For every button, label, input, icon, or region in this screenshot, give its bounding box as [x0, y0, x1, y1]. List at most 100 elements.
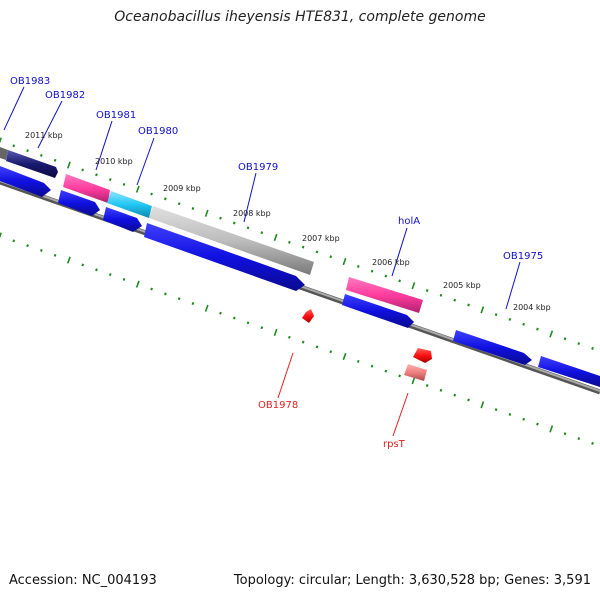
gene-label-hola[interactable]: holA	[398, 216, 420, 227]
label-leaders	[3, 86, 521, 437]
gene-ob1975-arrow[interactable]	[538, 356, 600, 387]
kbp-label-2006: 2006 kbp	[372, 258, 410, 267]
gene-label-ob1982[interactable]: OB1982	[45, 90, 85, 101]
gene-label-ob1983[interactable]: OB1983	[10, 76, 50, 87]
inner-minor-tick	[81, 263, 85, 267]
outer-minor-tick	[26, 149, 29, 153]
inner-minor-tick	[591, 441, 594, 445]
gene-arrow-5[interactable]	[342, 294, 414, 328]
outer-minor-tick	[453, 298, 457, 302]
outer-minor-tick	[370, 269, 374, 273]
outer-minor-tick	[329, 255, 333, 259]
inner-minor-tick	[356, 359, 360, 363]
outer-minor-tick	[591, 346, 594, 350]
gene-arrow-3[interactable]	[103, 207, 142, 232]
outer-major-tick	[549, 330, 554, 338]
inner-minor-tick	[453, 393, 457, 397]
outer-minor-tick	[398, 279, 401, 283]
outer-minor-tick	[40, 154, 43, 157]
inner-minor-tick	[563, 432, 567, 436]
inner-minor-tick	[494, 408, 498, 412]
inner-minor-tick	[26, 244, 29, 248]
inner-major-tick	[411, 377, 416, 385]
outer-minor-tick	[177, 202, 181, 206]
inner-major-tick	[273, 328, 278, 337]
inner-minor-tick	[53, 253, 57, 257]
gene-ob1978-arrow[interactable]	[302, 309, 314, 323]
gene-rpst-arrow[interactable]	[404, 364, 427, 381]
kbp-labels: 2011 kbp 2010 kbp 2009 kbp 2008 kbp 2007…	[25, 131, 551, 312]
kbp-label-2010: 2010 kbp	[95, 157, 133, 166]
inner-minor-tick	[301, 340, 305, 344]
outer-minor-tick	[563, 337, 567, 341]
inner-minor-tick	[150, 287, 153, 291]
inner-minor-tick	[40, 249, 43, 252]
gene-red-arrow[interactable]	[413, 348, 432, 363]
outer-minor-tick	[164, 197, 167, 201]
gene-ob1980-arrow[interactable]	[107, 191, 152, 218]
inner-minor-tick	[12, 239, 16, 243]
outer-minor-tick	[150, 192, 153, 196]
gene-label-ob1980[interactable]: OB1980	[138, 126, 178, 137]
map-title: Oceanobacillus iheyensis HTE831, complet…	[114, 9, 486, 25]
gene-label-ob1981[interactable]: OB1981	[96, 110, 136, 121]
gene-left-arrow[interactable]	[0, 166, 51, 197]
inner-minor-tick	[536, 422, 539, 426]
gene-label-ob1975[interactable]: OB1975	[503, 251, 543, 262]
outer-minor-tick	[315, 250, 319, 254]
outer-minor-tick	[219, 216, 222, 220]
gene-hola-arrow[interactable]	[346, 277, 423, 313]
outer-minor-tick	[246, 226, 250, 230]
inner-minor-tick	[508, 412, 512, 416]
outer-minor-tick	[95, 173, 98, 177]
kbp-label-2005: 2005 kbp	[443, 281, 481, 290]
inner-major-tick	[204, 304, 209, 312]
inner-major-tick	[66, 256, 71, 264]
gene-ob1981-arrow[interactable]	[63, 174, 110, 203]
gene-ob1983-arrow[interactable]	[0, 147, 8, 160]
inner-minor-tick	[577, 437, 581, 441]
outer-minor-tick	[508, 317, 512, 321]
kbp-label-2008: 2008 kbp	[233, 209, 271, 218]
inner-minor-tick	[522, 417, 525, 421]
outer-minor-tick	[522, 322, 525, 326]
inner-minor-tick	[288, 335, 291, 339]
inner-minor-tick	[108, 273, 112, 277]
inner-minor-tick	[122, 277, 126, 281]
gene-label-ob1979[interactable]: OB1979	[238, 162, 278, 173]
gene-labels: OB1983 OB1982 OB1981 OB1980 OB1979 holA …	[10, 76, 543, 450]
outer-minor-tick	[536, 327, 539, 331]
kbp-label-2007: 2007 kbp	[302, 234, 340, 243]
inner-minor-tick	[329, 350, 333, 354]
inner-minor-tick	[260, 326, 264, 330]
inner-minor-tick	[191, 302, 195, 305]
gene-arrow-6[interactable]	[453, 330, 532, 365]
outer-major-tick	[273, 233, 278, 242]
outer-minor-tick	[260, 231, 264, 235]
kbp-label-2004: 2004 kbp	[513, 303, 551, 312]
inner-minor-tick	[164, 292, 167, 296]
inner-minor-tick	[384, 369, 388, 373]
outer-minor-tick	[288, 240, 291, 244]
outer-major-tick	[204, 209, 209, 217]
gene-ob1982-arrow[interactable]	[6, 150, 58, 178]
gene-label-rpst[interactable]: rpsT	[383, 439, 406, 450]
gene-ob1979-arrow[interactable]	[149, 206, 314, 275]
inner-major-tick	[549, 425, 554, 433]
gene-arrow-4[interactable]	[144, 223, 305, 291]
inner-tick-ring	[0, 232, 594, 445]
inner-minor-tick	[467, 398, 470, 402]
outer-minor-tick	[577, 342, 581, 346]
inner-minor-tick	[439, 388, 443, 392]
outer-minor-tick	[108, 178, 112, 182]
outer-major-tick	[480, 306, 485, 314]
gene-label-ob1978[interactable]: OB1978	[258, 400, 298, 411]
gene-arrow-2[interactable]	[58, 190, 100, 216]
outer-minor-tick	[467, 303, 470, 307]
outer-major-tick	[0, 137, 2, 144]
outer-minor-tick	[301, 245, 305, 249]
outer-minor-tick	[439, 293, 443, 297]
outer-tick-ring	[0, 137, 594, 350]
